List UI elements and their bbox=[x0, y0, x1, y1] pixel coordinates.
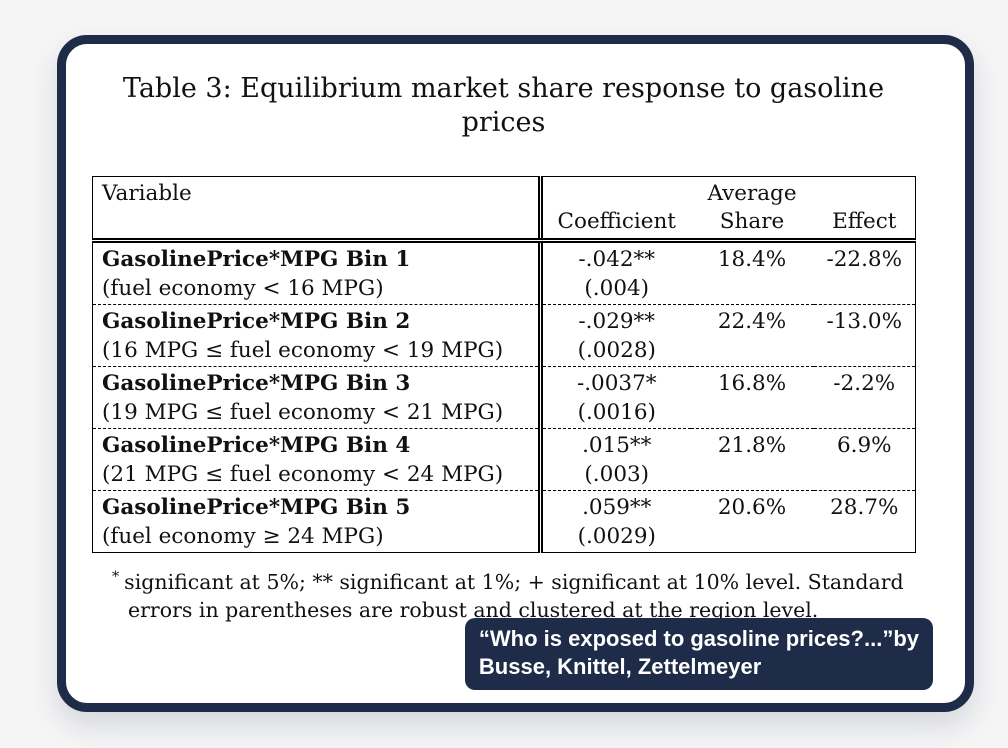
share-cell: 18.4% bbox=[717, 247, 787, 272]
table-body: GasolinePrice*MPG Bin 1 (fuel economy < … bbox=[92, 240, 916, 553]
slide-content: Table 3: Equilibrium market share respon… bbox=[66, 44, 965, 703]
table-footnote: * significant at 5%; ** significant at 1%… bbox=[112, 563, 922, 624]
footnote-marker: * bbox=[112, 569, 120, 585]
effect-cell: 28.7% bbox=[813, 490, 916, 553]
citation-title: “Who is exposed to gasoline prices?...”b… bbox=[478, 626, 919, 651]
citation-badge: “Who is exposed to gasoline prices?...”b… bbox=[464, 618, 933, 690]
footnote-line2: errors in parentheses are robust and clu… bbox=[128, 597, 819, 622]
effect-cell: -2.2% bbox=[813, 366, 916, 429]
results-table: Variable Coefficient Average Share bbox=[92, 176, 916, 553]
table-row: GasolinePrice*MPG Bin 4 (21 MPG ≤ fuel e… bbox=[92, 428, 916, 491]
variable-cell: GasolinePrice*MPG Bin 1 (fuel economy < … bbox=[102, 247, 411, 301]
coefficient-cell: .015** (.003) bbox=[538, 428, 691, 491]
share-cell: 16.8% bbox=[690, 366, 814, 429]
share-cell: 22.4% bbox=[690, 304, 814, 367]
variable-cell: GasolinePrice*MPG Bin 5 (fuel economy ≥ … bbox=[92, 490, 541, 553]
coefficient-cell: .059** (.0029) bbox=[538, 490, 691, 553]
footnote-line1: significant at 5%; ** significant at 1%;… bbox=[124, 569, 904, 594]
effect-cell: -22.8% bbox=[826, 247, 903, 272]
variable-cell: GasolinePrice*MPG Bin 2 (16 MPG ≤ fuel e… bbox=[92, 304, 541, 367]
coefficient-cell: -.042** (.004) bbox=[538, 240, 691, 305]
table-row: GasolinePrice*MPG Bin 1 (fuel economy < … bbox=[93, 240, 916, 305]
header-coefficient: Coefficient bbox=[538, 176, 691, 243]
effect-cell: -13.0% bbox=[813, 304, 916, 367]
header-row: Variable Coefficient Average Share bbox=[92, 176, 916, 243]
table-row: GasolinePrice*MPG Bin 2 (16 MPG ≤ fuel e… bbox=[92, 304, 916, 367]
table-caption: Table 3: Equilibrium market share respon… bbox=[122, 73, 885, 138]
table-row: GasolinePrice*MPG Bin 3 (19 MPG ≤ fuel e… bbox=[92, 366, 916, 429]
variable-cell: GasolinePrice*MPG Bin 4 (21 MPG ≤ fuel e… bbox=[92, 428, 541, 491]
share-cell: 20.6% bbox=[690, 490, 814, 553]
header-variable: Variable bbox=[92, 176, 541, 243]
coefficient-cell: -.029** (.0028) bbox=[538, 304, 691, 367]
table-row: GasolinePrice*MPG Bin 5 (fuel economy ≥ … bbox=[92, 490, 916, 553]
variable-cell: GasolinePrice*MPG Bin 3 (19 MPG ≤ fuel e… bbox=[92, 366, 541, 429]
effect-cell: 6.9% bbox=[813, 428, 916, 491]
table-header: Variable Coefficient Average Share bbox=[92, 176, 916, 243]
coefficient-cell: -.0037* (.0016) bbox=[538, 366, 691, 429]
slide-card: Table 3: Equilibrium market share respon… bbox=[57, 35, 974, 712]
header-effect: Effect bbox=[813, 176, 916, 243]
citation-authors: Busse, Knittel, Zettelmeyer bbox=[478, 654, 762, 679]
header-average-share: Average Share bbox=[690, 176, 814, 243]
share-cell: 21.8% bbox=[690, 428, 814, 491]
